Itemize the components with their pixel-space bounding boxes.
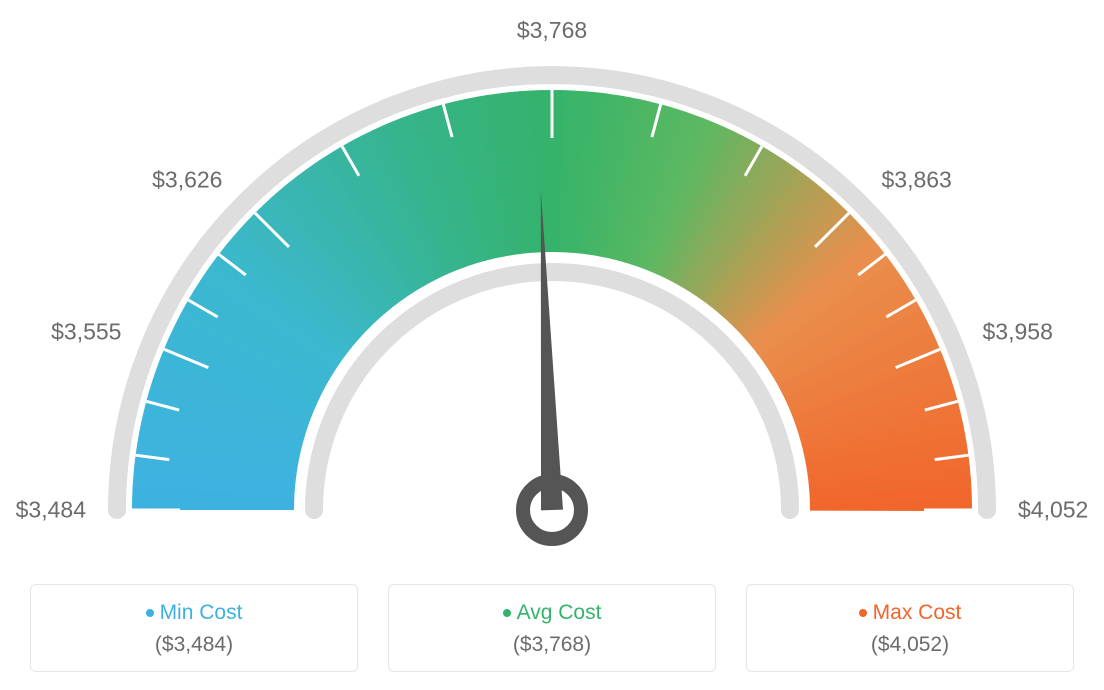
legend-dot-icon [859,609,867,617]
gauge-tick-label: $3,484 [16,497,86,524]
legend-title: Avg Cost [399,601,705,625]
legend-card: Min Cost ($3,484) [30,584,358,672]
gauge-svg [72,20,1032,560]
legend-card: Avg Cost ($3,768) [388,584,716,672]
legend-title-text: Min Cost [160,601,243,624]
legend-title: Min Cost [41,601,347,625]
gauge-tick-label: $3,768 [517,17,587,44]
gauge-tick-label: $3,626 [152,167,222,194]
legend-dot-icon [503,609,511,617]
legend-title-text: Max Cost [873,601,962,624]
legend-value: ($3,484) [41,633,347,657]
legend-value: ($4,052) [757,633,1063,657]
gauge-tick-label: $3,863 [882,167,952,194]
legend-card: Max Cost ($4,052) [746,584,1074,672]
legend-title-text: Avg Cost [517,601,602,624]
gauge-tick-label: $3,555 [51,318,121,345]
legend-value: ($3,768) [399,633,705,657]
legend-dot-icon [146,609,154,617]
legend-title: Max Cost [757,601,1063,625]
cost-gauge: $3,484$3,555$3,626$3,768$3,863$3,958$4,0… [72,20,1032,560]
gauge-tick-label: $3,958 [983,318,1053,345]
legend-row: Min Cost ($3,484) Avg Cost ($3,768) Max Cost… [0,584,1104,672]
gauge-tick-label: $4,052 [1018,497,1088,524]
